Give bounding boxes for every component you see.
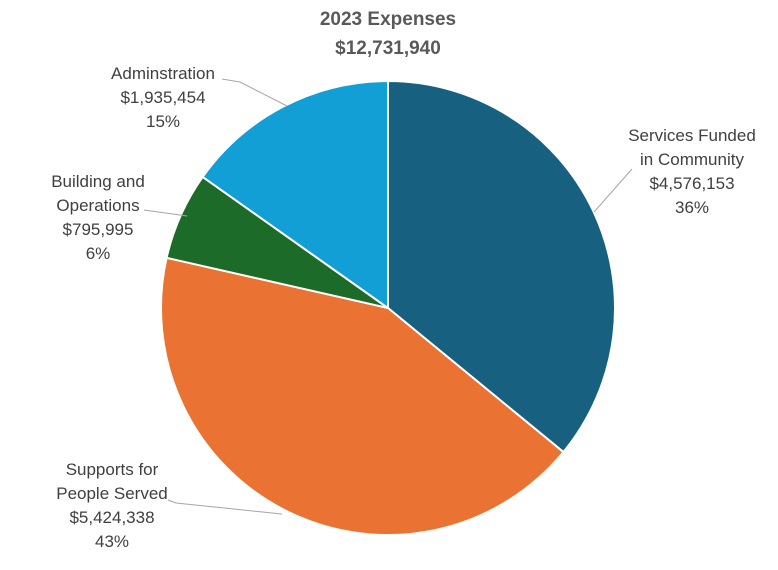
slice-percent: 15% <box>146 112 180 131</box>
leader-line-2 <box>143 209 188 217</box>
slice-label-0: Services Funded in Community $4,576,153 36% <box>628 126 756 217</box>
slice-label-2: Building and Operations $795,995 6% <box>51 172 145 263</box>
slice-percent: 6% <box>86 244 111 263</box>
slice-name-line-1: Operations <box>56 196 139 215</box>
leader-lines <box>143 78 633 515</box>
pie-slice-1 <box>159 256 565 536</box>
slice-percent: 43% <box>95 532 129 551</box>
slice-value: $5,424,338 <box>69 508 154 527</box>
slice-labels: Services Funded in Community $4,576,153 36%… <box>51 64 756 551</box>
leader-line-0 <box>593 168 633 213</box>
leader-line-3 <box>221 78 288 107</box>
chart-subtitle: $12,731,940 <box>335 38 441 59</box>
slice-name-line-0: Services Funded <box>628 126 756 145</box>
slice-value: $795,995 <box>63 220 134 239</box>
pie-slices <box>159 80 616 536</box>
slice-name-line-0: Supports for <box>66 460 159 479</box>
slice-value: $4,576,153 <box>649 174 734 193</box>
slice-name-line-1: People Served <box>56 484 168 503</box>
leader-line-1 <box>167 499 283 515</box>
slice-name-line-0: Building and <box>51 172 145 191</box>
slice-name-line-1: in Community <box>640 150 744 169</box>
pie-slice-3 <box>201 80 389 309</box>
slice-label-1: Supports for People Served $5,424,338 43% <box>56 460 168 551</box>
slice-value: $1,935,454 <box>120 88 205 107</box>
slice-label-3: Adminstration $1,935,454 15% <box>111 64 215 131</box>
chart-title: 2023 Expenses <box>320 9 456 30</box>
pie-slice-0 <box>387 80 616 454</box>
slice-name-line-0: Adminstration <box>111 64 215 83</box>
slice-percent: 36% <box>675 198 709 217</box>
